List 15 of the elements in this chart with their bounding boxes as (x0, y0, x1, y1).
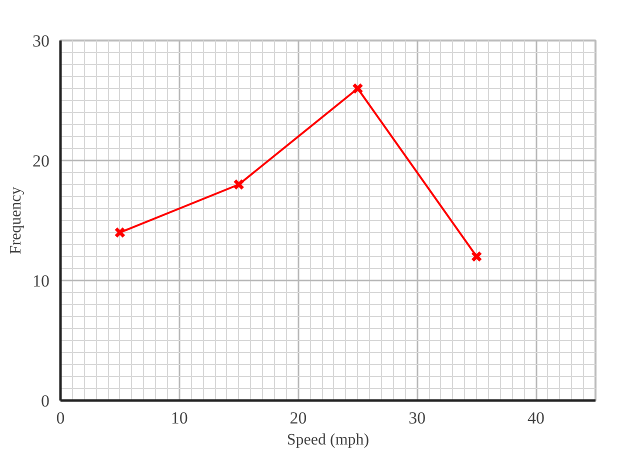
x-tick-label: 10 (170, 408, 188, 428)
y-tick-label: 10 (32, 272, 50, 290)
point (470, 250, 482, 262)
point (352, 82, 364, 94)
point (114, 226, 126, 238)
x-tick-label: 40 (528, 408, 545, 428)
x-axis-title: Speed (mph) (286, 432, 370, 448)
y-tick-label: 20 (32, 152, 50, 170)
x-tick-label: 0 (56, 408, 65, 428)
y-axis-title: Frequency (8, 186, 24, 254)
y-tick-label: 0 (41, 392, 50, 410)
point (233, 178, 244, 190)
x-tick-label: 30 (408, 408, 426, 428)
y-tick-label: 30 (32, 32, 50, 50)
x-tick-label: 20 (290, 408, 307, 428)
